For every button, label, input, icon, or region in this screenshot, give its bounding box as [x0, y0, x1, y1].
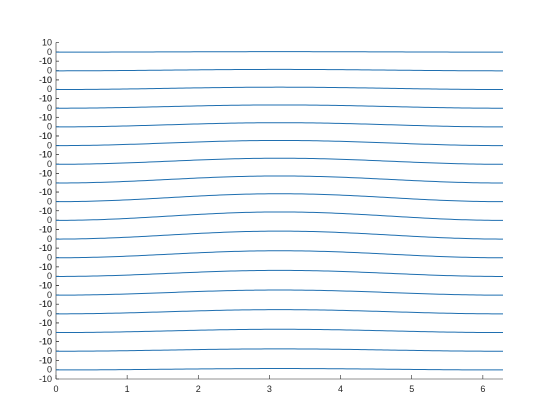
- chart-strips: -10010-10010-10010-10010-10010-10010-100…: [39, 38, 504, 384]
- strip-y-tick-label: -10: [39, 206, 52, 216]
- strip-y-tick-label: 10: [42, 38, 52, 48]
- strip-y-tick-label: 0: [47, 215, 52, 225]
- strip-y-tick-label: -10: [39, 281, 52, 291]
- strip-y-tick-label: -10: [39, 318, 52, 328]
- series-line-5: [55, 122, 504, 128]
- series-line-15: [56, 309, 503, 315]
- series-line-7: [56, 157, 503, 165]
- strip-y-tick-label: 0: [47, 178, 52, 188]
- strip-y-tick-label: 0: [47, 346, 52, 356]
- x-axis: 0 1 2 3 4 5 6: [53, 375, 503, 394]
- x-tick-label: 5: [409, 384, 414, 394]
- strip-y-tick-label: 10: [42, 318, 52, 328]
- strip-y-tick-label: 0: [47, 159, 52, 169]
- strip-y-tick-label: 0: [47, 84, 52, 94]
- strip-y-tick-label: 10: [42, 75, 52, 85]
- strip-y-tick-label: 0: [47, 196, 52, 206]
- strip-y-tick-label: 0: [47, 47, 52, 57]
- series-line-17: [56, 348, 503, 352]
- series-line-4: [56, 104, 503, 109]
- x-tick-label: 1: [125, 384, 130, 394]
- strip-y-tick-label: -10: [39, 75, 52, 85]
- strip-y-tick-label: -10: [39, 224, 52, 234]
- strip-y-tick-label: 0: [47, 252, 52, 262]
- series-line-12: [55, 250, 504, 259]
- strip-y-tick-label: 10: [42, 299, 52, 309]
- strip-y-tick-label: 0: [47, 66, 52, 76]
- strip-y-tick-label: -10: [39, 262, 52, 272]
- series-line-8: [55, 175, 504, 184]
- series-line-14: [55, 289, 504, 296]
- x-tick-label: 2: [196, 384, 201, 394]
- strip-y-tick-label: -10: [39, 187, 52, 197]
- strip-y-tick-label: 0: [47, 365, 52, 375]
- strip-y-tick-label: 10: [42, 243, 52, 253]
- strip-y-tick-label: 0: [47, 271, 52, 281]
- strip-y-tick-label: -10: [39, 337, 52, 347]
- strip-y-tick-label: 10: [42, 262, 52, 272]
- series-line-13: [56, 269, 503, 277]
- strip-y-tick-label: -10: [39, 94, 52, 104]
- strip-y-tick-label: -10: [39, 299, 52, 309]
- x-tick-label: 4: [338, 384, 343, 394]
- strip-y-tick-label: 0: [47, 140, 52, 150]
- strip-y-tick-label: 10: [42, 56, 52, 66]
- series-line-18: [56, 368, 503, 371]
- strip-y-tick-label: 0: [47, 327, 52, 337]
- series-line-6: [56, 139, 503, 147]
- strip-y-tick-label: 10: [42, 355, 52, 365]
- strip-y-tick-label: 0: [47, 290, 52, 300]
- strip-y-tick-label: 10: [42, 337, 52, 347]
- strip-y-tick-label: 0: [47, 103, 52, 113]
- strip-y-tick-label: 10: [42, 150, 52, 160]
- strip-y-tick-label: -10: [39, 355, 52, 365]
- strip-y-tick-label: -10: [39, 243, 52, 253]
- strip-y-tick-label: 10: [42, 94, 52, 104]
- series-line-9: [56, 193, 503, 203]
- strip-y-tick-label: -10: [39, 150, 52, 160]
- strip-y-tick-label: 10: [42, 168, 52, 178]
- x-tick-label: 3: [267, 384, 272, 394]
- series-line-2: [56, 68, 503, 72]
- series-line-11: [56, 230, 503, 240]
- x-tick-label: 0: [53, 384, 58, 394]
- strip-y-tick-label: 10: [42, 206, 52, 216]
- series-line-10: [55, 211, 504, 221]
- strip-y-tick-label: 10: [42, 112, 52, 122]
- series-line-16: [56, 328, 503, 334]
- strip-y-tick-label: 10: [42, 187, 52, 197]
- strip-y-tick-label: 0: [47, 309, 52, 319]
- strip-y-tick-label: -10: [39, 168, 52, 178]
- strip-y-tick-label: -10: [39, 131, 52, 141]
- strip-y-tick-label: -10: [39, 56, 52, 66]
- strip-y-tick-label: 10: [42, 224, 52, 234]
- strip-y-tick-label: -10: [39, 112, 52, 122]
- x-tick-label: 6: [480, 384, 485, 394]
- strip-y-tick-label: 10: [42, 131, 52, 141]
- series-line-3: [55, 86, 504, 91]
- strip-y-tick-label: 0: [47, 234, 52, 244]
- strip-y-tick-label: 10: [42, 281, 52, 291]
- strip-y-tick-label: -10: [39, 374, 52, 384]
- strip-y-tick-label: 0: [47, 122, 52, 132]
